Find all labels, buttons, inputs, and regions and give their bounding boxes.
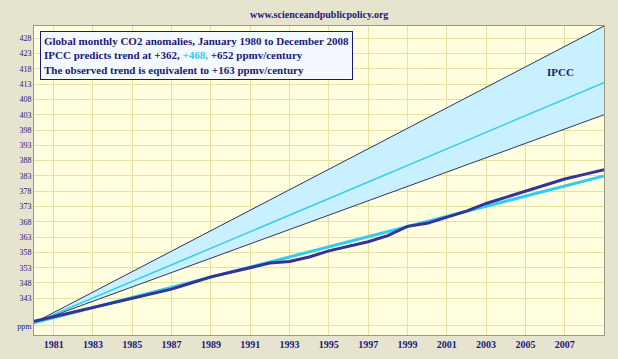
svg-text:1981: 1981 [44,339,64,350]
svg-text:418: 418 [19,65,31,74]
svg-text:348: 348 [19,279,31,288]
svg-text:373: 373 [19,202,31,211]
svg-text:www.scienceandpublicpolicy.org: www.scienceandpublicpolicy.org [250,9,388,20]
svg-text:Global monthly CO2 anomalies,: Global monthly CO2 anomalies, January 19… [44,35,349,76]
svg-text:1987: 1987 [162,339,182,350]
svg-text:1995: 1995 [319,339,339,350]
svg-text:2007: 2007 [555,339,575,350]
svg-text:358: 358 [19,248,31,257]
svg-text:1983: 1983 [83,339,103,350]
svg-text:383: 383 [19,172,31,181]
svg-text:398: 398 [19,126,31,135]
svg-text:343: 343 [19,294,31,303]
svg-text:403: 403 [19,111,31,120]
svg-text:1999: 1999 [397,339,417,350]
svg-text:423: 423 [19,49,31,58]
svg-text:353: 353 [19,263,31,272]
svg-text:1997: 1997 [358,339,378,350]
svg-text:2005: 2005 [515,339,535,350]
svg-text:363: 363 [19,233,31,242]
svg-text:428: 428 [19,34,31,43]
svg-text:1989: 1989 [201,339,221,350]
svg-text:1991: 1991 [240,339,260,350]
svg-text:IPCC: IPCC [547,66,574,78]
svg-text:393: 393 [19,141,31,150]
svg-text:1985: 1985 [122,339,142,350]
svg-text:408: 408 [19,95,31,104]
svg-text:1993: 1993 [280,339,300,350]
svg-text:368: 368 [19,218,31,227]
svg-text:413: 413 [19,80,31,89]
svg-text:2003: 2003 [476,339,496,350]
svg-text:388: 388 [19,156,31,165]
svg-text:378: 378 [19,187,31,196]
svg-text:2001: 2001 [437,339,457,350]
svg-text:ppm: ppm [17,322,32,331]
